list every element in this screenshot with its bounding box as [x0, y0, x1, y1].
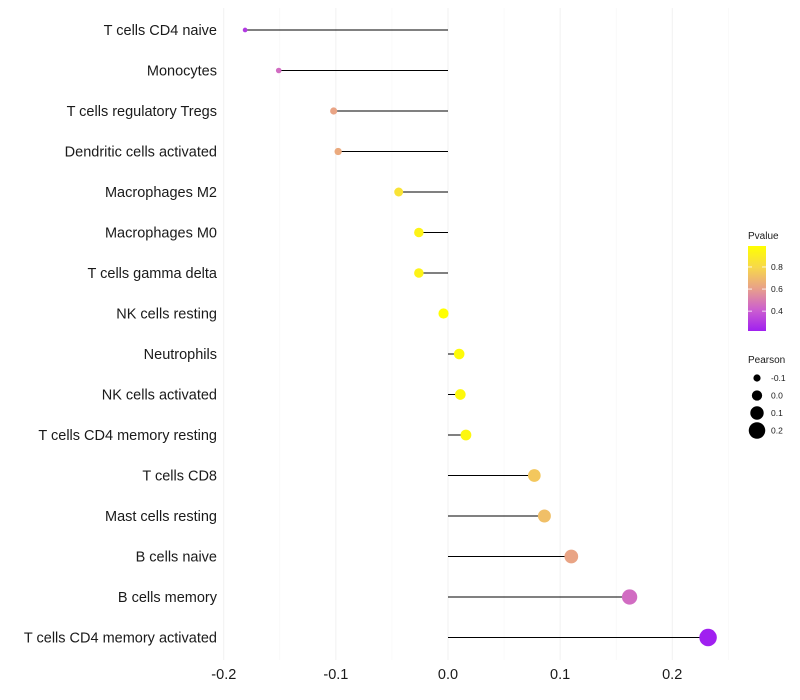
pearson-legend-key — [751, 390, 763, 401]
category-label: NK cells activated — [102, 388, 217, 404]
data-point — [275, 67, 282, 74]
pearson-legend: Pearson -0.1 0.0 0.1 0.2 — [748, 355, 786, 439]
stems — [245, 29, 709, 638]
category-label: Mast cells resting — [105, 509, 217, 525]
data-point — [527, 469, 541, 482]
x-tick-label: -0.2 — [211, 667, 236, 683]
category-label: Macrophages M2 — [105, 185, 217, 201]
x-axis-ticks: -0.2 -0.1 0.0 0.1 0.2 — [211, 667, 682, 683]
pvalue-legend-label: 0.8 — [771, 262, 783, 272]
x-tick-label: 0.2 — [662, 667, 682, 683]
category-label: B cells memory — [118, 590, 218, 606]
points — [242, 27, 717, 647]
data-point — [621, 589, 638, 605]
pvalue-legend: Pvalue 0.4 0.6 0.8 — [748, 231, 783, 331]
data-point — [453, 348, 465, 360]
category-label: Dendritic cells activated — [65, 145, 217, 161]
data-point — [537, 509, 551, 523]
category-label: T cells CD4 naive — [104, 23, 217, 39]
data-point — [455, 389, 466, 400]
data-point — [334, 147, 342, 156]
pvalue-legend-label: 0.4 — [771, 306, 783, 316]
category-label: B cells naive — [136, 550, 217, 566]
data-point — [414, 227, 424, 238]
category-labels: T cells CD4 naive Monocytes T cells regula… — [24, 23, 218, 647]
data-point — [438, 308, 449, 319]
data-point — [330, 107, 338, 115]
category-label: T cells CD4 memory resting — [38, 428, 217, 444]
pearson-legend-key — [748, 422, 766, 439]
category-label: NK cells resting — [116, 307, 217, 323]
pvalue-colorbar — [748, 246, 766, 331]
category-label: Macrophages M0 — [105, 226, 217, 242]
data-point — [460, 429, 472, 441]
pearson-legend-label: 0.0 — [771, 391, 783, 401]
pearson-legend-label: -0.1 — [771, 373, 786, 383]
pearson-legend-label: 0.1 — [771, 408, 783, 418]
pvalue-legend-label: 0.6 — [771, 284, 783, 294]
category-label: T cells CD4 memory activated — [24, 631, 217, 647]
category-label: Neutrophils — [144, 347, 217, 363]
data-point — [394, 187, 404, 197]
pearson-legend-key — [750, 406, 764, 420]
category-label: T cells gamma delta — [88, 266, 218, 282]
category-label: Monocytes — [147, 64, 217, 80]
grid — [223, 8, 729, 660]
category-label: T cells regulatory Tregs — [67, 104, 217, 120]
x-tick-label: 0.0 — [438, 667, 458, 683]
data-point — [242, 27, 248, 33]
pearson-legend-label: 0.2 — [771, 426, 783, 436]
data-point — [414, 268, 424, 278]
category-label: T cells CD8 — [142, 469, 217, 485]
data-point — [699, 628, 717, 647]
data-point — [564, 549, 579, 564]
pearson-legend-key — [753, 374, 761, 382]
x-tick-label: 0.1 — [550, 667, 570, 683]
pearson-legend-title: Pearson — [748, 355, 785, 366]
x-tick-label: -0.1 — [323, 667, 348, 683]
pvalue-legend-title: Pvalue — [748, 231, 779, 242]
